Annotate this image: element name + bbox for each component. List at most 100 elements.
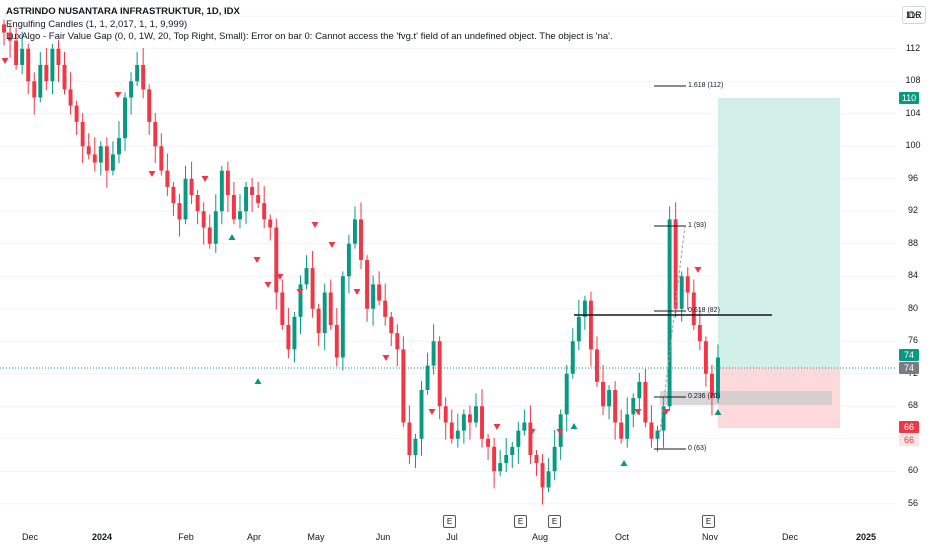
- candle-body: [165, 170, 170, 187]
- y-tick-label: 60: [907, 465, 918, 476]
- y-tick-label: 68: [907, 400, 918, 411]
- candle-body: [238, 211, 242, 220]
- candle-body: [244, 186, 249, 212]
- candle-body: [461, 414, 466, 431]
- x-tick-label: Dec: [781, 532, 799, 542]
- candle-body: [649, 422, 654, 439]
- candle-body: [601, 381, 606, 407]
- x-tick-label: Jun: [375, 532, 391, 542]
- earnings-icon[interactable]: E: [702, 515, 715, 528]
- candle-body: [492, 446, 497, 472]
- candle-body: [389, 316, 394, 334]
- bearish-engulfing-marker: [694, 267, 702, 273]
- bearish-engulfing-marker: [556, 429, 564, 435]
- candle-body: [250, 186, 255, 195]
- candle-body: [328, 292, 333, 325]
- bearish-engulfing-marker: [201, 176, 209, 182]
- candle-body: [697, 325, 702, 342]
- candle-body: [546, 471, 551, 488]
- fibonacci-retracement[interactable]: [654, 85, 686, 450]
- bearish-engulfing-marker: [662, 409, 670, 415]
- candle-body: [522, 422, 527, 431]
- bearish-engulfing-marker: [311, 222, 319, 228]
- candle-body: [183, 178, 188, 220]
- candle-body: [298, 284, 303, 317]
- symbol-title[interactable]: ASTRINDO NUSANTARA INFRASTRUKTUR, 1D, ID…: [6, 6, 240, 17]
- candle-body: [195, 195, 200, 212]
- y-tick-label: 56: [907, 497, 918, 508]
- candle-body: [480, 406, 484, 439]
- candle-body: [189, 178, 194, 195]
- candle-body: [625, 414, 630, 439]
- bullish-engulfing-marker: [570, 423, 578, 429]
- candle-body: [419, 390, 424, 439]
- x-tick-label: 2024: [91, 532, 113, 542]
- bearish-engulfing-marker: [528, 429, 536, 435]
- bearish-engulfing-marker: [296, 289, 304, 295]
- fib-label-0: 0 (63): [688, 445, 707, 452]
- candle-body: [401, 349, 406, 423]
- candle-body: [510, 446, 515, 455]
- candle-body: [643, 381, 648, 423]
- currency-button[interactable]: IDR: [902, 6, 926, 24]
- candle-body: [431, 341, 436, 366]
- candle-body: [159, 146, 164, 171]
- earnings-icon[interactable]: E: [548, 515, 561, 528]
- candle-body: [20, 48, 25, 65]
- target-price-tag: 110: [899, 92, 919, 104]
- candle-body: [552, 446, 557, 472]
- candle-body: [104, 146, 109, 171]
- candle-body: [449, 422, 454, 439]
- candle-body: [716, 357, 720, 399]
- chart-legend: ASTRINDO NUSANTARA INFRASTRUKTUR, 1D, ID…: [6, 6, 613, 44]
- fib-label-0618: 0.618 (82): [688, 307, 720, 314]
- x-tick-label: Jul: [446, 532, 458, 542]
- candle-body: [679, 276, 684, 309]
- bearish-engulfing-marker: [382, 355, 390, 361]
- candle-body: [62, 65, 67, 90]
- candle-body: [371, 284, 376, 309]
- candle-body: [540, 463, 545, 488]
- candle-body: [498, 463, 503, 472]
- candle-body: [225, 170, 230, 195]
- x-tick-label: Apr: [246, 532, 262, 542]
- candle-body: [123, 97, 127, 139]
- candle-body: [685, 276, 690, 293]
- indicator-fair-value-gap[interactable]: LuxAlgo - Fair Value Gap (0, 0, 1W, 20, …: [6, 31, 613, 42]
- entry-price-tag: 74: [899, 362, 919, 374]
- fib-trend-line: [659, 225, 686, 433]
- y-tick-label: 92: [907, 205, 918, 216]
- bearish-engulfing-marker: [253, 257, 261, 263]
- candle-body: [691, 292, 696, 325]
- candle-body: [292, 316, 297, 350]
- candle-body: [322, 292, 327, 334]
- candle-body: [310, 268, 315, 309]
- candle-body: [346, 243, 351, 277]
- candle-body: [8, 32, 13, 41]
- bullish-engulfing-marker: [254, 378, 262, 384]
- candle-body: [268, 219, 273, 228]
- candle-body: [352, 219, 357, 244]
- candle-body: [607, 390, 612, 407]
- indicator-engulfing-candles[interactable]: Engulfing Candles (1, 1, 2,017, 1, 1, 9,…: [6, 18, 188, 30]
- candle-body: [147, 89, 152, 122]
- stop-price-tag: 66: [899, 421, 919, 433]
- candle-body: [80, 121, 85, 147]
- earnings-icon[interactable]: E: [514, 515, 527, 528]
- candle-body: [213, 211, 218, 244]
- candle-body: [703, 341, 708, 374]
- long-position-target-zone[interactable]: [718, 98, 840, 368]
- x-tick-label: Oct: [614, 532, 630, 542]
- candle-body: [50, 48, 55, 82]
- candle-body: [2, 24, 6, 33]
- candle-body: [467, 414, 472, 423]
- candle-body: [135, 65, 140, 82]
- candle-body: [395, 333, 400, 350]
- candlestick-series: [2, 19, 720, 505]
- candle-body: [655, 430, 660, 439]
- earnings-icon[interactable]: E: [443, 515, 456, 528]
- candle-body: [256, 195, 261, 204]
- candle-body: [201, 211, 206, 228]
- candle-body: [56, 48, 61, 65]
